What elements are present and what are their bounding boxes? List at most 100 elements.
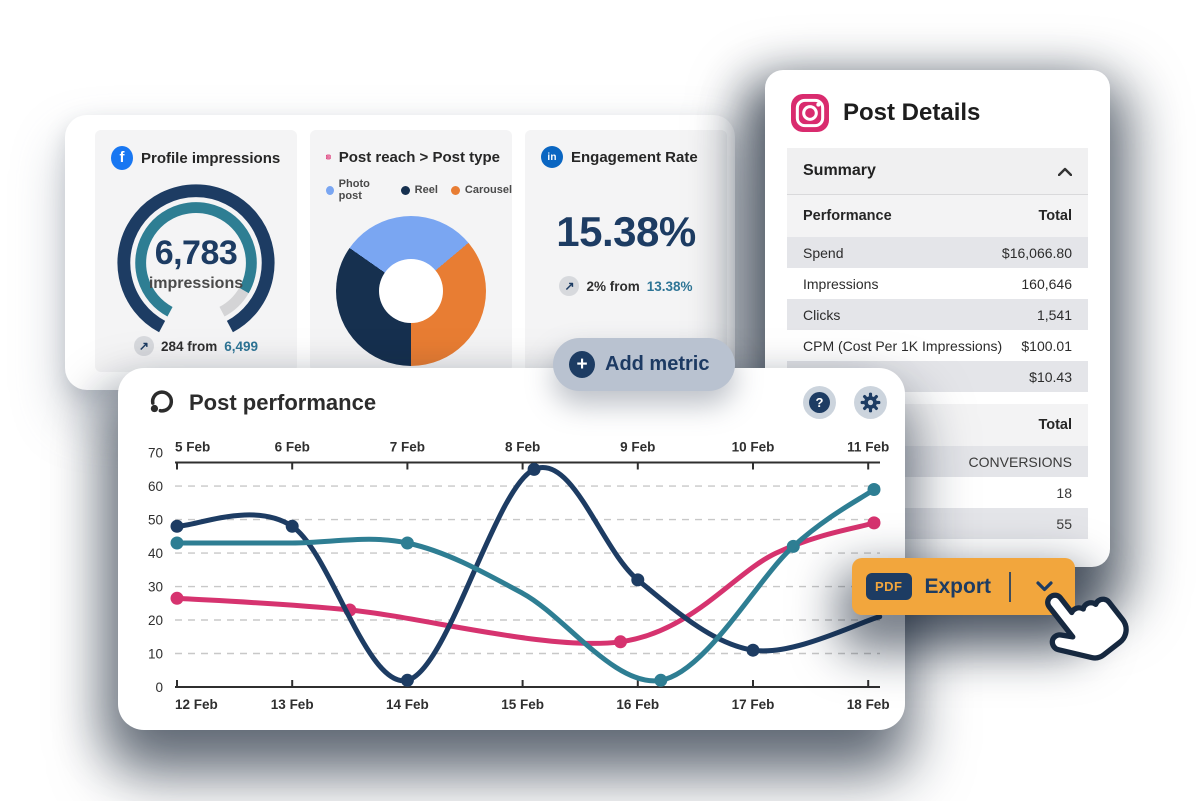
svg-text:12 Feb: 12 Feb [175,697,218,712]
svg-text:5 Feb: 5 Feb [175,440,210,455]
pdf-badge: PDF [866,573,912,600]
card-title: Engagement Rate [571,148,698,166]
add-metric-button[interactable]: + Add metric [553,338,736,391]
legend-dot [400,185,410,195]
svg-text:17 Feb: 17 Feb [732,697,775,712]
row-label: Spend [803,244,844,261]
summary-table: Spend $16,066.80 Impressions 160,646 Cli… [787,237,1088,392]
legend-label: Carousel [464,184,512,196]
export-button[interactable]: PDF Export [852,558,1075,615]
delta-text: 2% from [586,278,640,294]
column-label-right: Total [1038,208,1072,224]
row-label: CPM (Cost Per 1K Impressions) [803,337,1003,354]
engagement-trend-chip: ↗ 2% from 13.38% [525,276,727,296]
previous-value: 6,499 [224,338,259,354]
svg-text:10 Feb: 10 Feb [732,440,775,455]
svg-text:20: 20 [148,613,163,628]
summary-section-header[interactable]: Summary [787,148,1088,195]
svg-text:60: 60 [148,479,163,494]
post-details-panel: Post Details Summary Performance Total S… [765,70,1110,567]
svg-text:40: 40 [148,546,163,561]
chevron-up-icon[interactable] [1058,167,1072,176]
instagram-icon [326,154,331,160]
svg-text:10: 10 [148,647,163,662]
svg-text:0: 0 [155,680,163,695]
summary-label: Summary [803,162,876,179]
card-title: Profile impressions [141,149,281,167]
post-reach-card: Post reach > Post type Photo post Reel C… [310,130,512,372]
row-value: $100.01 [1021,337,1072,354]
instagram-icon [791,94,829,132]
question-mark-icon: ? [809,392,830,413]
row-value: 55 [1056,515,1072,532]
card-header: f Profile impressions [95,130,297,170]
post-details-body: Summary Performance Total Spend $16,066.… [787,148,1088,539]
top-metrics-panel: f Profile impressions 6,783 impressions … [65,115,735,390]
row-value: $10.43 [1029,368,1072,385]
engagement-rate-value: 15.38% [556,208,696,255]
legend-label: Photo post [338,178,370,202]
profile-impressions-card: f Profile impressions 6,783 impressions … [95,130,297,372]
legend-item: Photo post [326,178,388,202]
card-header: Post reach > Post type [310,130,512,168]
table-row: Spend $16,066.80 [787,237,1088,268]
trend-up-icon: ↗ [133,336,154,356]
svg-text:50: 50 [148,513,163,528]
gauge-center: 6,783 impressions [95,234,297,293]
post-type-donut-chart [336,216,486,366]
post-performance-card: Post performance ? [118,368,905,730]
row-value: 1,541 [1036,306,1072,323]
svg-text:18 Feb: 18 Feb [847,697,890,712]
linkedin-icon: in [541,146,563,168]
chevron-down-icon [1036,581,1053,592]
gear-icon [860,392,881,413]
chart-header: Post performance ? [148,386,887,419]
svg-text:7 Feb: 7 Feb [390,440,425,455]
svg-text:14 Feb: 14 Feb [386,697,429,712]
svg-text:6 Feb: 6 Feb [275,440,310,455]
legend-item: Carousel [450,184,512,196]
post-details-header: Post Details [765,70,1110,148]
table-row: CPM (Cost Per 1K Impressions) $100.01 [787,330,1088,361]
previous-value: 13.38% [646,278,693,294]
cursor-pointer-icon [1045,592,1129,661]
column-label-right: Total [1038,417,1072,433]
legend-label: Reel [414,184,438,196]
row-value: CONVERSIONS [968,453,1072,470]
table-row: Clicks 1,541 [787,299,1088,330]
legend-dot [326,185,334,195]
legend-item: Reel [400,184,438,196]
column-label-left: Performance [803,208,892,224]
impressions-trend-chip: ↗ 284 from 6,499 [95,336,297,356]
row-label: Clicks [803,306,841,323]
row-value: 160,646 [1021,275,1072,292]
export-dropdown-toggle[interactable] [1036,581,1053,592]
svg-text:16 Feb: 16 Feb [616,697,659,712]
gauge-arcs [117,184,275,333]
plus-icon: + [569,351,595,378]
donut-hole [379,259,443,323]
row-value: 18 [1056,484,1072,501]
svg-text:13 Feb: 13 Feb [271,697,314,712]
help-button[interactable]: ? [803,386,836,419]
settings-button[interactable] [854,386,887,419]
svg-text:15 Feb: 15 Feb [501,697,544,712]
button-divider [1009,571,1011,602]
legend-dot [450,185,460,195]
performance-meter-icon [150,390,174,413]
card-header: in Engagement Rate [525,130,727,168]
post-performance-line-chart: 5 Feb 12 Feb 6 Feb 13 Feb 7 Feb 14 Feb 8 Feb 15… [148,440,890,713]
donut-legend: Photo post Reel Carousel [310,168,512,202]
card-title: Post reach > Post type [338,148,500,166]
trend-up-icon: ↗ [559,276,580,296]
impressions-value: 6,783 [154,234,238,272]
svg-text:30: 30 [148,580,163,595]
engagement-rate-card: in Engagement Rate 15.38% ↗ 2% from 13.3… [525,130,727,372]
post-details-title: Post Details [843,99,981,126]
table-row: Impressions 160,646 [787,268,1088,299]
svg-text:8 Feb: 8 Feb [505,440,540,455]
facebook-icon: f [111,146,133,170]
chart-title: Post performance [189,389,377,415]
add-metric-label: Add metric [605,353,710,375]
svg-text:11 Feb: 11 Feb [847,440,889,455]
